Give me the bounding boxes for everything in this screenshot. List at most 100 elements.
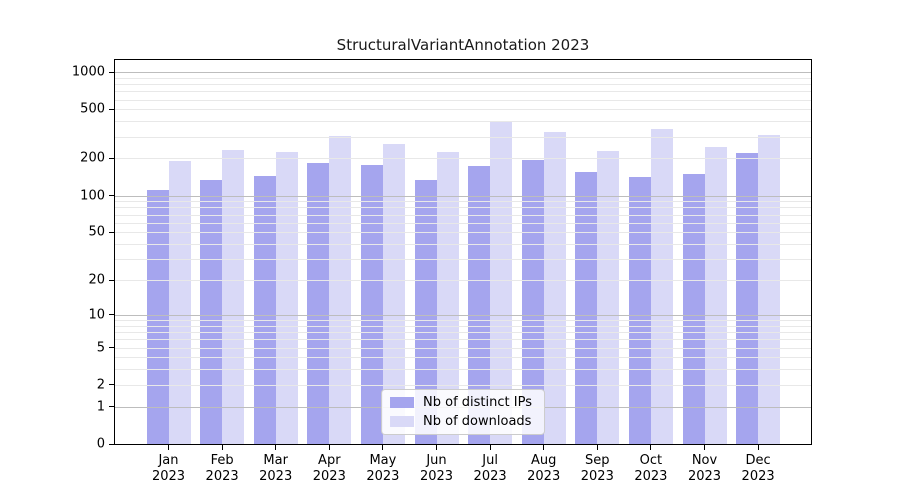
y-tick-label-200: 200 — [80, 150, 105, 166]
x-tick-label-dec: Dec 2023 — [723, 453, 793, 485]
x-tick-month-dec: Dec — [745, 453, 771, 468]
gridline-minor-800 — [115, 84, 811, 85]
bars-layer — [115, 60, 811, 444]
x-tick-year-oct: 2023 — [634, 469, 668, 484]
x-tick-month-jan: Jan — [158, 453, 179, 468]
gridlines-layer — [115, 60, 811, 444]
gridline-major-100 — [115, 195, 811, 197]
x-tick-mark-may — [382, 445, 384, 450]
x-tick-label-apr: Apr 2023 — [294, 453, 364, 485]
x-tick-year-dec: 2023 — [741, 469, 775, 484]
bar-downloads-aug — [543, 132, 566, 444]
legend: Nb of distinct IPs Nb of downloads — [381, 389, 545, 435]
x-tick-year-nov: 2023 — [687, 469, 722, 484]
x-tick-year-may: 2023 — [366, 469, 400, 484]
x-tick-month-jun: Jun — [426, 453, 447, 468]
y-tick-mark-1000 — [109, 71, 114, 73]
x-tick-month-mar: Mar — [263, 453, 288, 468]
y-tick-label-50: 50 — [88, 224, 105, 240]
bar-ips-sep — [575, 172, 598, 444]
bar-ips-feb — [200, 179, 223, 444]
gridline-major-1000 — [115, 72, 811, 73]
x-tick-year-mar: 2023 — [259, 469, 293, 484]
x-tick-mark-aug — [543, 445, 545, 450]
x-tick-mark-nov — [704, 445, 705, 450]
x-tick-mark-jun — [436, 445, 437, 450]
y-tick-label-1: 1 — [96, 399, 105, 415]
x-tick-year-apr: 2023 — [312, 469, 346, 484]
legend-label-downloads: Nb of downloads — [423, 414, 532, 429]
x-tick-label-jan: Jan 2023 — [134, 453, 204, 485]
x-tick-month-may: May — [369, 453, 397, 468]
x-tick-month-aug: Aug — [530, 453, 557, 468]
y-tick-label-500: 500 — [80, 101, 105, 117]
gridline-minor-3 — [115, 369, 811, 371]
y-tick-label-20: 20 — [88, 272, 105, 288]
y-tick-mark-5 — [109, 347, 114, 348]
x-tick-mark-dec — [757, 445, 759, 450]
legend-item-downloads: Nb of downloads — [390, 414, 532, 429]
gridline-minor-30 — [115, 259, 811, 261]
chart-title: StructuralVariantAnnotation 2023 — [336, 36, 590, 54]
gridline-minor-80 — [115, 207, 811, 209]
x-tick-label-sep: Sep 2023 — [562, 453, 632, 485]
y-tick-mark-200 — [109, 157, 114, 159]
gridline-minor-20 — [115, 280, 811, 282]
x-tick-year-jun: 2023 — [419, 469, 454, 484]
plot-area: 0 1 2 5 10 20 50 100 200 500 1000 Jan 2023 Feb 2023 Ma… — [72, 59, 812, 484]
bar-ips-oct — [628, 177, 651, 444]
x-tick-mark-feb — [221, 445, 223, 450]
bar-ips-nov — [682, 174, 705, 444]
x-tick-month-feb: Feb — [210, 453, 234, 468]
x-tick-mark-apr — [328, 445, 330, 450]
bar-downloads-nov — [704, 146, 727, 444]
y-tick-mark-10 — [109, 314, 114, 316]
x-tick-mark-sep — [596, 445, 598, 450]
y-tick-mark-50 — [109, 231, 114, 233]
gridline-minor-5 — [115, 347, 811, 349]
y-tick-mark-20 — [109, 279, 114, 281]
y-tick-label-10: 10 — [88, 307, 105, 323]
legend-swatch-distinct-ips-icon — [390, 397, 415, 408]
y-tick-mark-0 — [109, 443, 114, 445]
x-tick-year-feb: 2023 — [205, 469, 239, 484]
bar-ips-mar — [253, 176, 276, 444]
y-tick-label-0: 0 — [96, 436, 105, 452]
y-tick-mark-100 — [109, 195, 114, 196]
y-tick-label-2: 2 — [96, 377, 105, 393]
gridline-minor-40 — [115, 244, 811, 245]
bar-ips-apr — [307, 163, 330, 444]
bar-downloads-oct — [650, 129, 673, 444]
x-tick-label-feb: Feb 2023 — [187, 453, 257, 485]
x-tick-label-oct: Oct 2023 — [616, 453, 686, 485]
gridline-minor-400 — [115, 121, 811, 123]
gridline-minor-500 — [115, 109, 811, 111]
y-tick-mark-2 — [109, 384, 114, 386]
gridline-minor-8 — [115, 325, 811, 327]
gridline-minor-700 — [115, 91, 811, 93]
x-tick-mark-jan — [168, 445, 169, 450]
x-tick-month-jul: Jul — [482, 453, 498, 468]
bar-downloads-apr — [329, 136, 352, 444]
gridline-major-10 — [115, 314, 811, 316]
x-tick-mark-oct — [650, 445, 652, 450]
legend-item-distinct-ips: Nb of distinct IPs — [390, 395, 532, 410]
x-tick-month-sep: Sep — [585, 453, 610, 468]
bar-downloads-jan — [168, 160, 191, 444]
x-tick-month-apr: Apr — [318, 453, 341, 468]
gridline-minor-4 — [115, 357, 811, 359]
y-tick-label-1000: 1000 — [71, 64, 105, 80]
legend-swatch-downloads-icon — [390, 416, 415, 427]
bar-downloads-dec — [758, 134, 781, 444]
gridline-minor-900 — [115, 77, 811, 79]
x-tick-mark-jul — [489, 445, 491, 450]
x-tick-label-nov: Nov 2023 — [670, 453, 740, 485]
x-tick-year-jan: 2023 — [151, 469, 186, 484]
gridline-minor-50 — [115, 232, 811, 234]
gridline-minor-300 — [115, 136, 811, 138]
x-tick-month-oct: Oct — [639, 453, 663, 468]
y-tick-label-100: 100 — [80, 188, 105, 203]
gridline-minor-600 — [115, 99, 811, 101]
gridline-minor-70 — [115, 214, 811, 216]
gridline-minor-2 — [115, 384, 811, 386]
